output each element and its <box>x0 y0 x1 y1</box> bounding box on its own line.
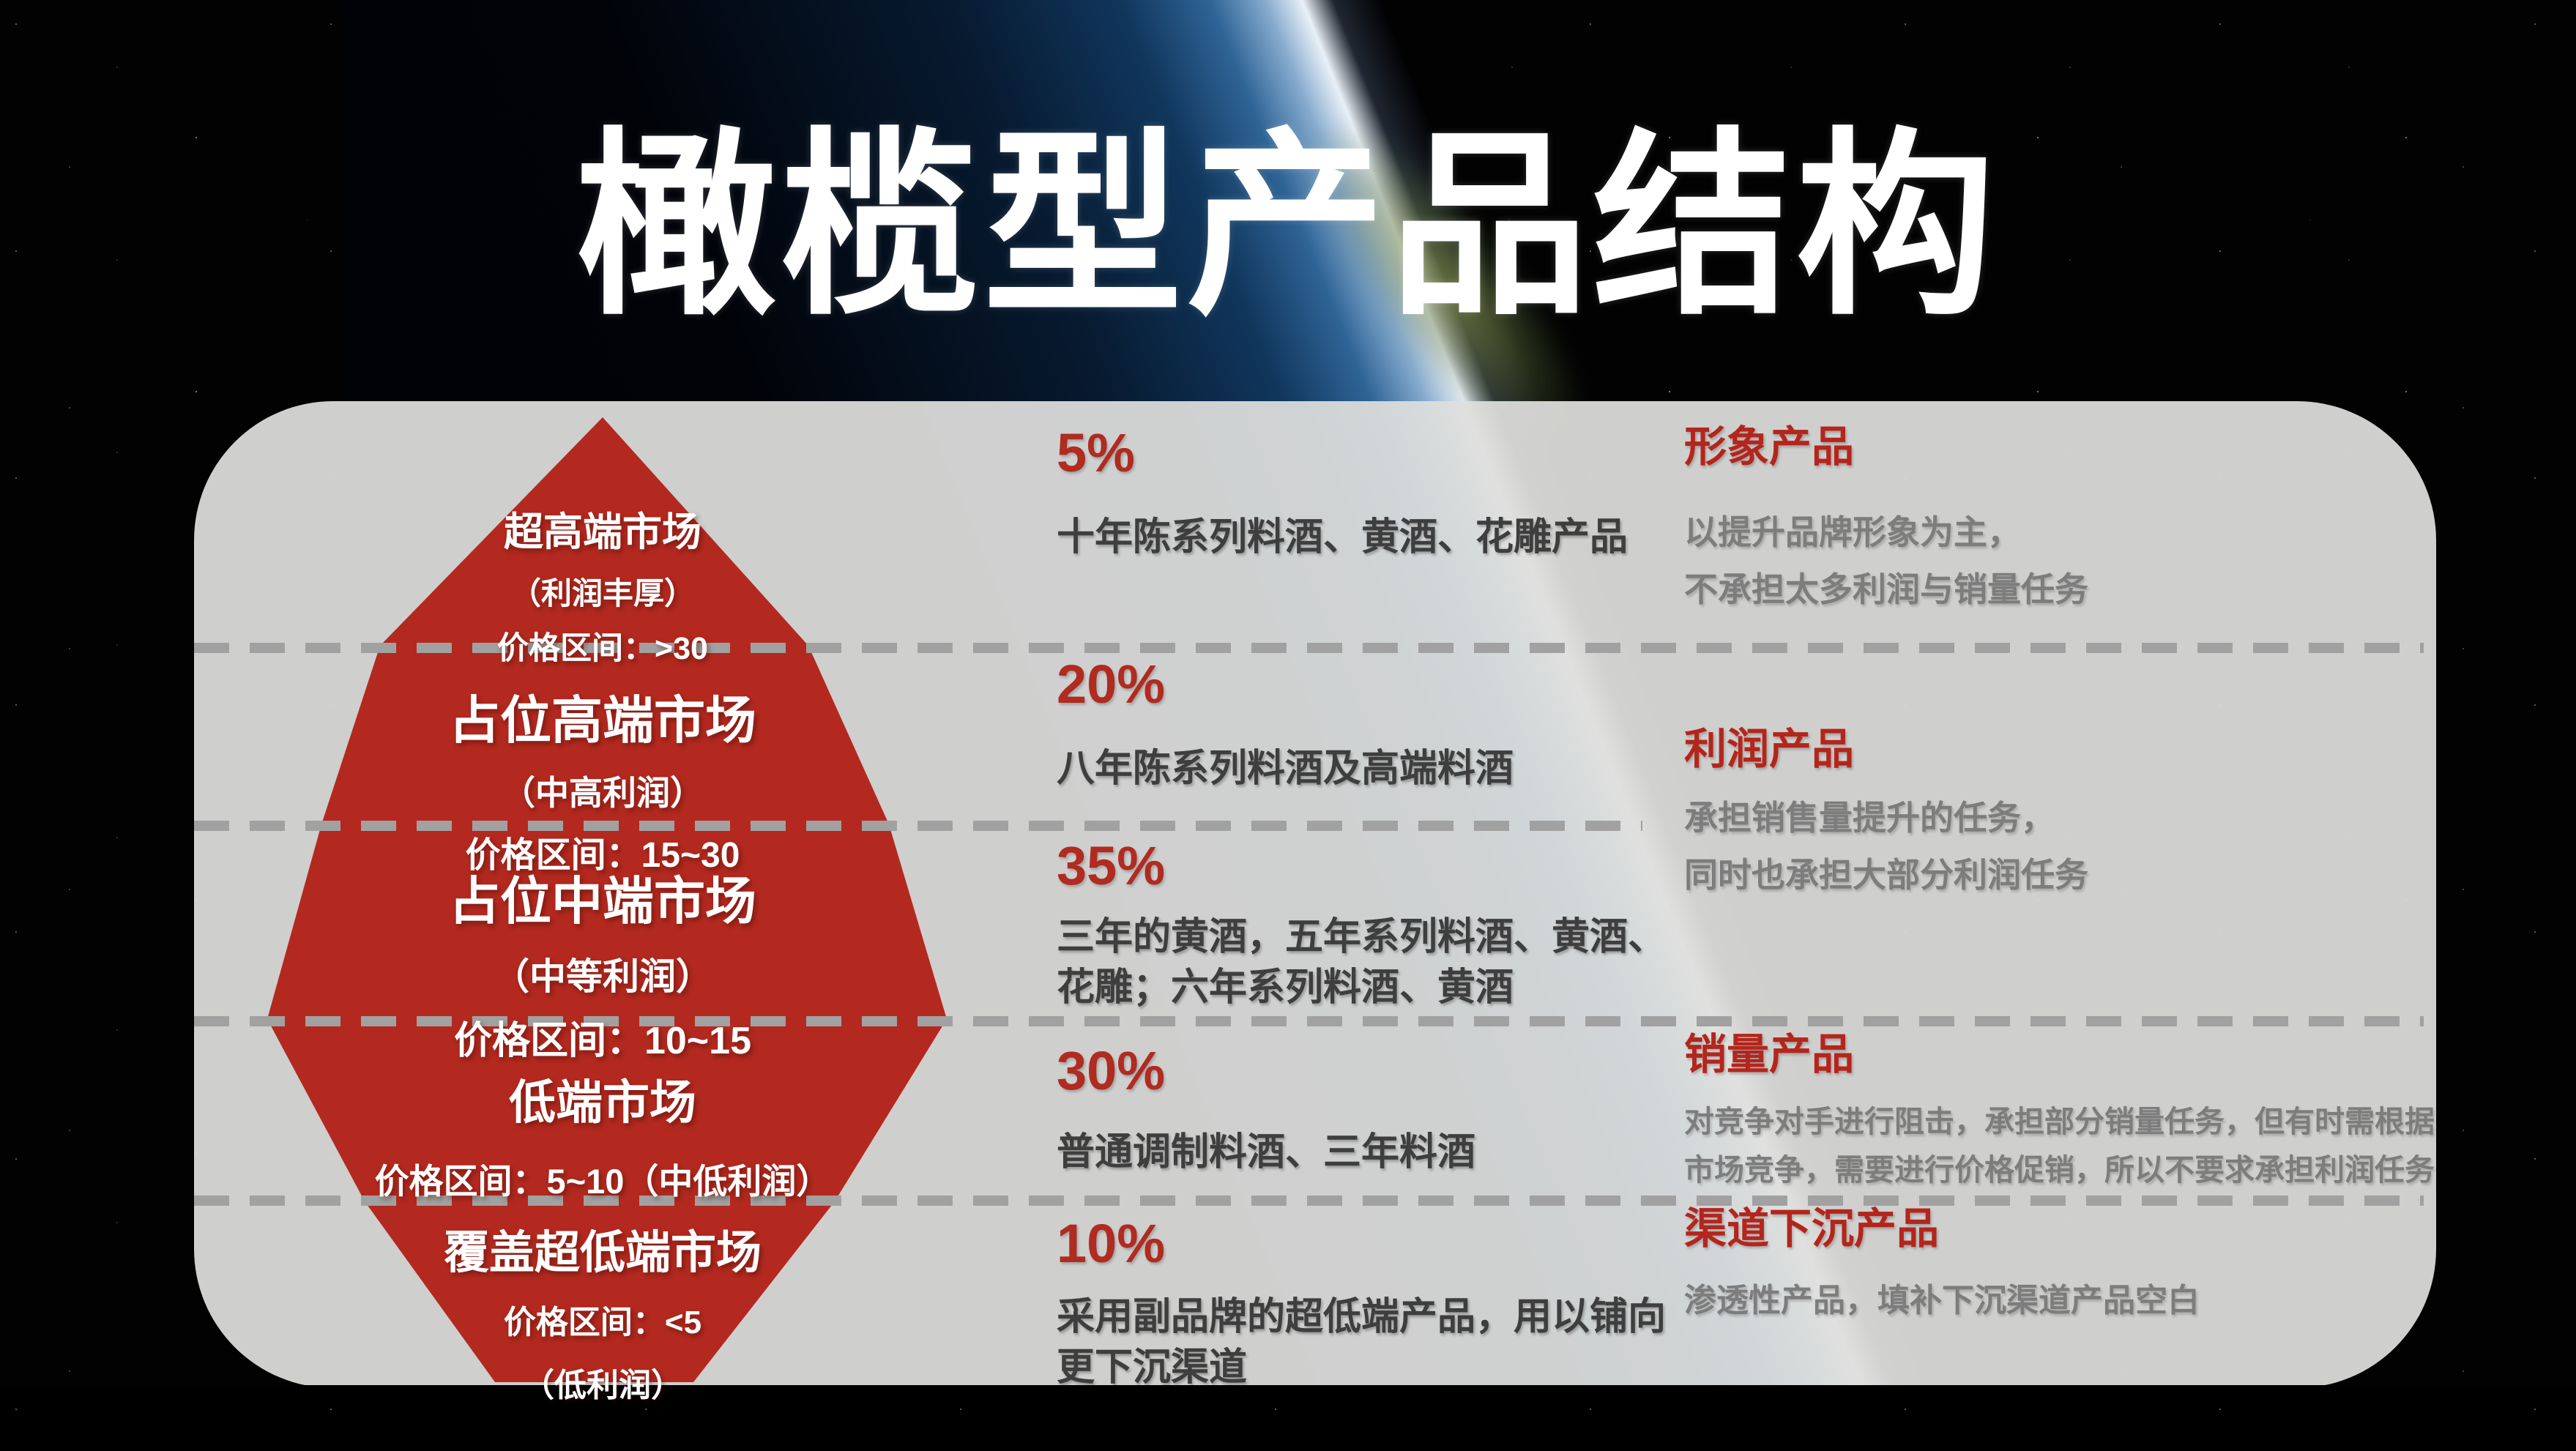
segment-title: 占位中端市场 <box>449 873 756 930</box>
category-title-image-products: 形象产品 <box>1684 423 1855 471</box>
segment-profit: （低利润） <box>522 1368 683 1403</box>
category-desc-channel-sinking-products: 渗透性产品，填补下沉渠道产品空白 <box>1684 1274 2200 1329</box>
product-desc-line: 普通调制料酒、三年料酒 <box>1057 1131 1476 1174</box>
pyramid-segment-super-high-end: 超高端市场 （利润丰厚） 价格区间：>30 <box>273 499 932 668</box>
segment-title: 占位高端市场 <box>449 692 756 749</box>
percent-label-2: 20% <box>1057 654 1166 715</box>
product-desc-line: 采用副品牌的超低端产品，用以铺向 <box>1057 1296 1667 1338</box>
segment-profit: （中高利润） <box>502 774 704 812</box>
product-desc-line: 花雕；六年系列料酒、黄酒 <box>1057 966 1514 1009</box>
product-desc-1: 十年陈系列料酒、黄酒、花雕产品 <box>1057 512 1628 563</box>
category-title-volume-products: 销量产品 <box>1684 1031 1855 1078</box>
starfield-bottom <box>0 1385 2576 1451</box>
pyramid-segment-low-end: 低端市场 价格区间：5~10（中低利润） <box>273 1065 932 1204</box>
category-desc-line: 承担销售量提升的任务， <box>1684 799 2055 837</box>
category-desc-line: 不承担太多利润与销量任务 <box>1684 570 2088 609</box>
product-desc-5: 采用副品牌的超低端产品，用以铺向 更下沉渠道 <box>1057 1292 1666 1392</box>
product-desc-line: 十年陈系列料酒、黄酒、花雕产品 <box>1057 516 1628 559</box>
category-title-channel-sinking-products: 渠道下沉产品 <box>1684 1205 1940 1253</box>
segment-profit: （中等利润） <box>493 956 712 997</box>
product-desc-4: 普通调制料酒、三年料酒 <box>1057 1127 1475 1178</box>
category-desc-line: 以提升品牌形象为主， <box>1684 513 2021 551</box>
segment-price: 价格区间：10~15 <box>453 1020 752 1062</box>
segment-price: 价格区间：<5 <box>503 1305 702 1340</box>
category-desc-line: 市场竞争，需要进行价格促销，所以不要求承担利润任务 <box>1684 1152 2435 1187</box>
segment-title: 超高端市场 <box>504 510 701 554</box>
segment-price: 价格区间：5~10（中低利润） <box>374 1162 831 1201</box>
percent-label-5: 10% <box>1057 1213 1166 1274</box>
category-title-profit-products: 利润产品 <box>1684 726 1855 773</box>
pyramid-segment-mid-end: 占位中端市场 （中等利润） 价格区间：10~15 <box>273 860 932 1064</box>
category-desc-line: 对竞争对手进行阻击，承担部分销量任务，但有时需根据 <box>1684 1105 2435 1138</box>
segment-price: 价格区间：>30 <box>497 631 708 666</box>
category-desc-volume-products: 对竞争对手进行阻击，承担部分销量任务，但有时需根据 市场竞争，需要进行价格促销，… <box>1684 1098 2435 1194</box>
segment-title: 低端市场 <box>509 1076 696 1129</box>
category-desc-image-products: 以提升品牌形象为主， 不承担太多利润与销量任务 <box>1684 504 2088 618</box>
segment-profit: （利润丰厚） <box>510 576 695 611</box>
percent-label-4: 30% <box>1057 1040 1166 1101</box>
percent-label-3: 35% <box>1057 835 1166 896</box>
product-desc-2: 八年陈系列料酒及高端料酒 <box>1057 744 1514 794</box>
bottom-black-strip <box>0 1385 2576 1451</box>
category-desc-line: 同时也承担大部分利润任务 <box>1684 856 2088 895</box>
product-desc-line: 八年陈系列料酒及高端料酒 <box>1057 747 1514 790</box>
percent-label-1: 5% <box>1057 422 1135 483</box>
category-desc-profit-products: 承担销售量提升的任务， 同时也承担大部分利润任务 <box>1684 789 2088 903</box>
product-desc-3: 三年的黄酒，五年系列料酒、黄酒、 花雕；六年系列料酒、黄酒 <box>1057 912 1666 1012</box>
pyramid-segment-ultra-low-end: 覆盖超低端市场 价格区间：<5 （低利润） <box>273 1215 932 1406</box>
product-desc-line: 三年的黄酒，五年系列料酒、黄酒、 <box>1057 916 1667 958</box>
pyramid-segment-high-end: 占位高端市场 （中高利润） 价格区间：15~30 <box>273 679 932 877</box>
page-title: 橄榄型产品结构 <box>576 115 2000 337</box>
segment-title: 覆盖超低端市场 <box>443 1228 762 1278</box>
category-desc-line: 渗透性产品，填补下沉渠道产品空白 <box>1684 1283 2200 1318</box>
product-desc-line: 更下沉渠道 <box>1057 1346 1248 1389</box>
